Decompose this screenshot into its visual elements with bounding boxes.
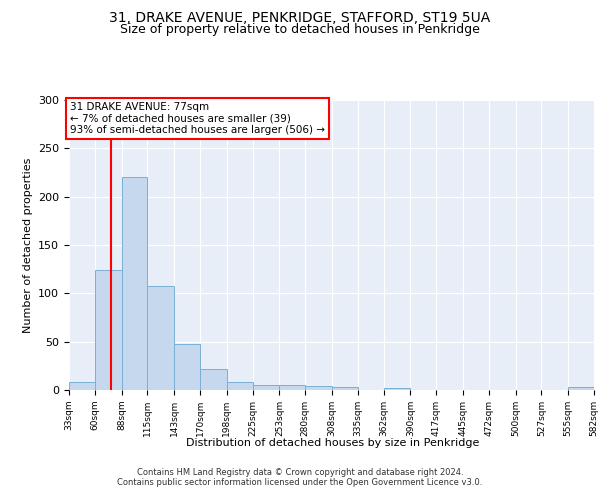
Bar (174, 344, 200, 390)
Bar (332, 387, 358, 390)
Bar (69, 382, 95, 390)
Text: Contains public sector information licensed under the Open Government Licence v3: Contains public sector information licen… (118, 478, 482, 487)
Bar (148, 286, 174, 390)
Bar (95, 270, 122, 390)
Bar (122, 178, 148, 390)
Text: Contains HM Land Registry data © Crown copyright and database right 2024.: Contains HM Land Registry data © Crown c… (137, 468, 463, 477)
Bar (200, 368, 227, 390)
Text: Size of property relative to detached houses in Penkridge: Size of property relative to detached ho… (120, 24, 480, 36)
Text: 31, DRAKE AVENUE, PENKRIDGE, STAFFORD, ST19 5UA: 31, DRAKE AVENUE, PENKRIDGE, STAFFORD, S… (109, 10, 491, 24)
Text: Distribution of detached houses by size in Penkridge: Distribution of detached houses by size … (187, 438, 479, 448)
Bar (253, 385, 280, 390)
Y-axis label: Number of detached properties: Number of detached properties (23, 158, 32, 332)
Bar (383, 388, 410, 390)
Bar (280, 385, 305, 390)
Bar (568, 387, 594, 390)
Text: 31 DRAKE AVENUE: 77sqm
← 7% of detached houses are smaller (39)
93% of semi-deta: 31 DRAKE AVENUE: 77sqm ← 7% of detached … (70, 102, 325, 135)
Bar (227, 382, 253, 390)
Bar (305, 386, 332, 390)
